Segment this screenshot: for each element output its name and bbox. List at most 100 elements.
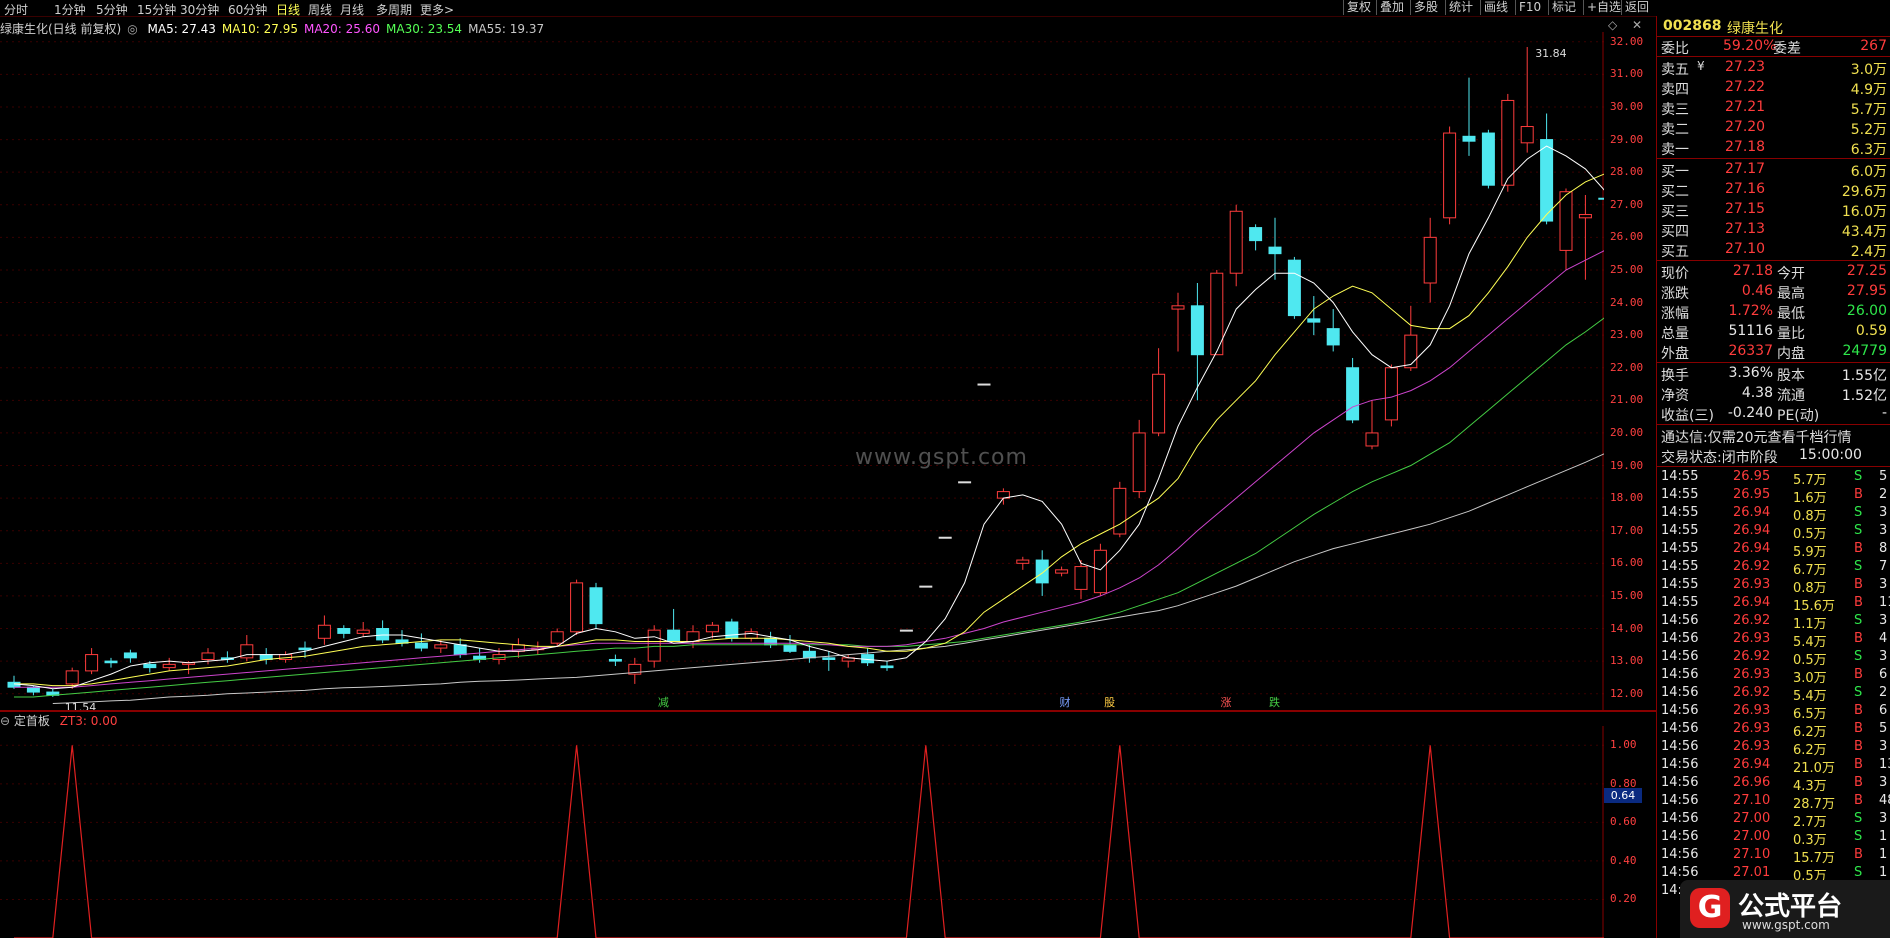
toolbar-button[interactable]: 叠加	[1376, 0, 1407, 15]
period-tab[interactable]: 30分钟	[180, 3, 220, 17]
ask-row[interactable]: 卖四 27.22 4.9万	[1657, 77, 1890, 98]
candle[interactable]	[725, 618, 739, 642]
candle[interactable]	[570, 579, 584, 636]
period-tab[interactable]: 5分钟	[96, 3, 128, 17]
period-tab[interactable]: 多周期	[376, 3, 413, 17]
candle[interactable]	[240, 635, 254, 662]
bid-row[interactable]: 买五 27.10 2.4万	[1657, 239, 1890, 260]
event-marker[interactable]: 涨	[1220, 696, 1232, 709]
candle[interactable]	[1074, 560, 1088, 600]
sub-chart-title[interactable]: 定首板	[13, 714, 50, 728]
candle[interactable]	[1152, 348, 1166, 437]
event-marker[interactable]: 财	[1059, 696, 1071, 709]
candle[interactable]	[298, 641, 312, 658]
period-tab[interactable]: 1分钟	[54, 3, 86, 17]
candle[interactable]	[628, 657, 642, 684]
candle[interactable]	[1171, 292, 1185, 352]
candle[interactable]	[317, 615, 331, 645]
candle[interactable]	[958, 481, 972, 484]
candle[interactable]	[1016, 556, 1030, 570]
toolbar-button[interactable]: 画线	[1480, 0, 1511, 15]
candle[interactable]	[123, 649, 137, 663]
candle[interactable]	[1249, 224, 1263, 251]
candle[interactable]	[1520, 46, 1534, 153]
candle[interactable]	[104, 657, 118, 668]
candle[interactable]	[667, 608, 681, 643]
notice-row[interactable]: 通达信:仅需20元查看千档行情	[1657, 425, 1890, 446]
candle[interactable]	[919, 585, 933, 588]
candle[interactable]	[1093, 543, 1107, 596]
ask-row[interactable]: 卖三 27.21 5.7万	[1657, 97, 1890, 118]
candle[interactable]	[1210, 269, 1224, 356]
bid-row[interactable]: 买三 27.15 16.0万	[1657, 199, 1890, 220]
candle[interactable]	[1055, 566, 1069, 577]
toolbar-button[interactable]: +自选	[1583, 0, 1624, 15]
candle[interactable]	[1462, 77, 1476, 156]
notice-text[interactable]: 通达信:仅需20元查看千档行情	[1661, 430, 1852, 446]
candle[interactable]	[259, 648, 273, 665]
candle[interactable]	[1287, 256, 1301, 319]
toolbar-button[interactable]: 统计	[1445, 0, 1476, 15]
candle[interactable]	[1346, 357, 1360, 424]
candle[interactable]	[414, 633, 428, 652]
candle[interactable]	[996, 488, 1010, 505]
candle[interactable]	[880, 661, 894, 671]
candle[interactable]	[1404, 305, 1418, 371]
candle[interactable]	[201, 648, 215, 665]
candle[interactable]	[589, 582, 603, 629]
event-marker[interactable]: 跌	[1269, 696, 1280, 709]
candle[interactable]	[1132, 419, 1146, 499]
toolbar-button[interactable]: 标记	[1548, 0, 1579, 15]
indicator-chart[interactable]	[0, 726, 1604, 938]
candle[interactable]	[337, 625, 351, 639]
candle[interactable]	[473, 648, 487, 663]
ask-row[interactable]: 卖一 27.18 6.3万	[1657, 137, 1890, 158]
period-tab[interactable]: 日线	[276, 3, 301, 17]
candle[interactable]	[744, 628, 758, 642]
close-icon[interactable]: ✕	[1632, 18, 1643, 32]
candle[interactable]	[1501, 93, 1515, 192]
bid-row[interactable]: 买二 27.16 29.6万	[1657, 179, 1890, 200]
candle[interactable]	[861, 648, 875, 666]
main-chart-title[interactable]: 绿康生化(日线 前复权)	[0, 22, 122, 36]
candle[interactable]	[1307, 296, 1321, 336]
candle[interactable]	[977, 383, 991, 386]
candle[interactable]	[1229, 204, 1243, 287]
ask-row[interactable]: 卖五 ¥27.23 3.0万	[1657, 57, 1890, 78]
candle[interactable]	[1578, 194, 1592, 280]
candle[interactable]	[356, 621, 370, 637]
candle[interactable]	[1559, 188, 1573, 270]
toolbar-button[interactable]: F10	[1515, 0, 1544, 15]
period-tab[interactable]: 更多>	[420, 3, 455, 17]
period-tab[interactable]: 月线	[340, 3, 365, 17]
toolbar-button[interactable]: 复权	[1343, 0, 1374, 15]
candle[interactable]	[1113, 481, 1127, 538]
candlestick-chart[interactable]: 31.84 11.54	[0, 32, 1604, 710]
candle[interactable]	[783, 635, 797, 653]
candle[interactable]	[1540, 113, 1554, 225]
candle[interactable]	[899, 629, 913, 632]
candle[interactable]	[1598, 172, 1604, 237]
candle[interactable]	[764, 631, 778, 649]
candle[interactable]	[550, 628, 564, 647]
candle[interactable]	[938, 536, 952, 539]
chart-divider[interactable]	[0, 710, 1656, 712]
toolbar-button[interactable]: 多股	[1410, 0, 1441, 15]
candle[interactable]	[1365, 400, 1379, 450]
candle[interactable]	[1423, 217, 1437, 303]
candle[interactable]	[162, 657, 176, 671]
candle[interactable]	[705, 621, 719, 639]
period-tab[interactable]: 15分钟	[137, 3, 177, 17]
event-marker[interactable]: 股	[1104, 696, 1116, 709]
candle[interactable]	[1481, 129, 1495, 189]
period-tab[interactable]: 分时	[4, 3, 29, 17]
diamond-icon[interactable]: ◇	[1608, 18, 1618, 32]
candle[interactable]	[1268, 217, 1282, 280]
period-tab[interactable]: 60分钟	[228, 3, 268, 17]
candle[interactable]	[511, 638, 525, 658]
candle[interactable]	[822, 651, 836, 671]
candle[interactable]	[1326, 309, 1340, 352]
candle[interactable]	[1035, 550, 1049, 596]
candle[interactable]	[608, 654, 622, 666]
candle[interactable]	[1443, 126, 1457, 225]
